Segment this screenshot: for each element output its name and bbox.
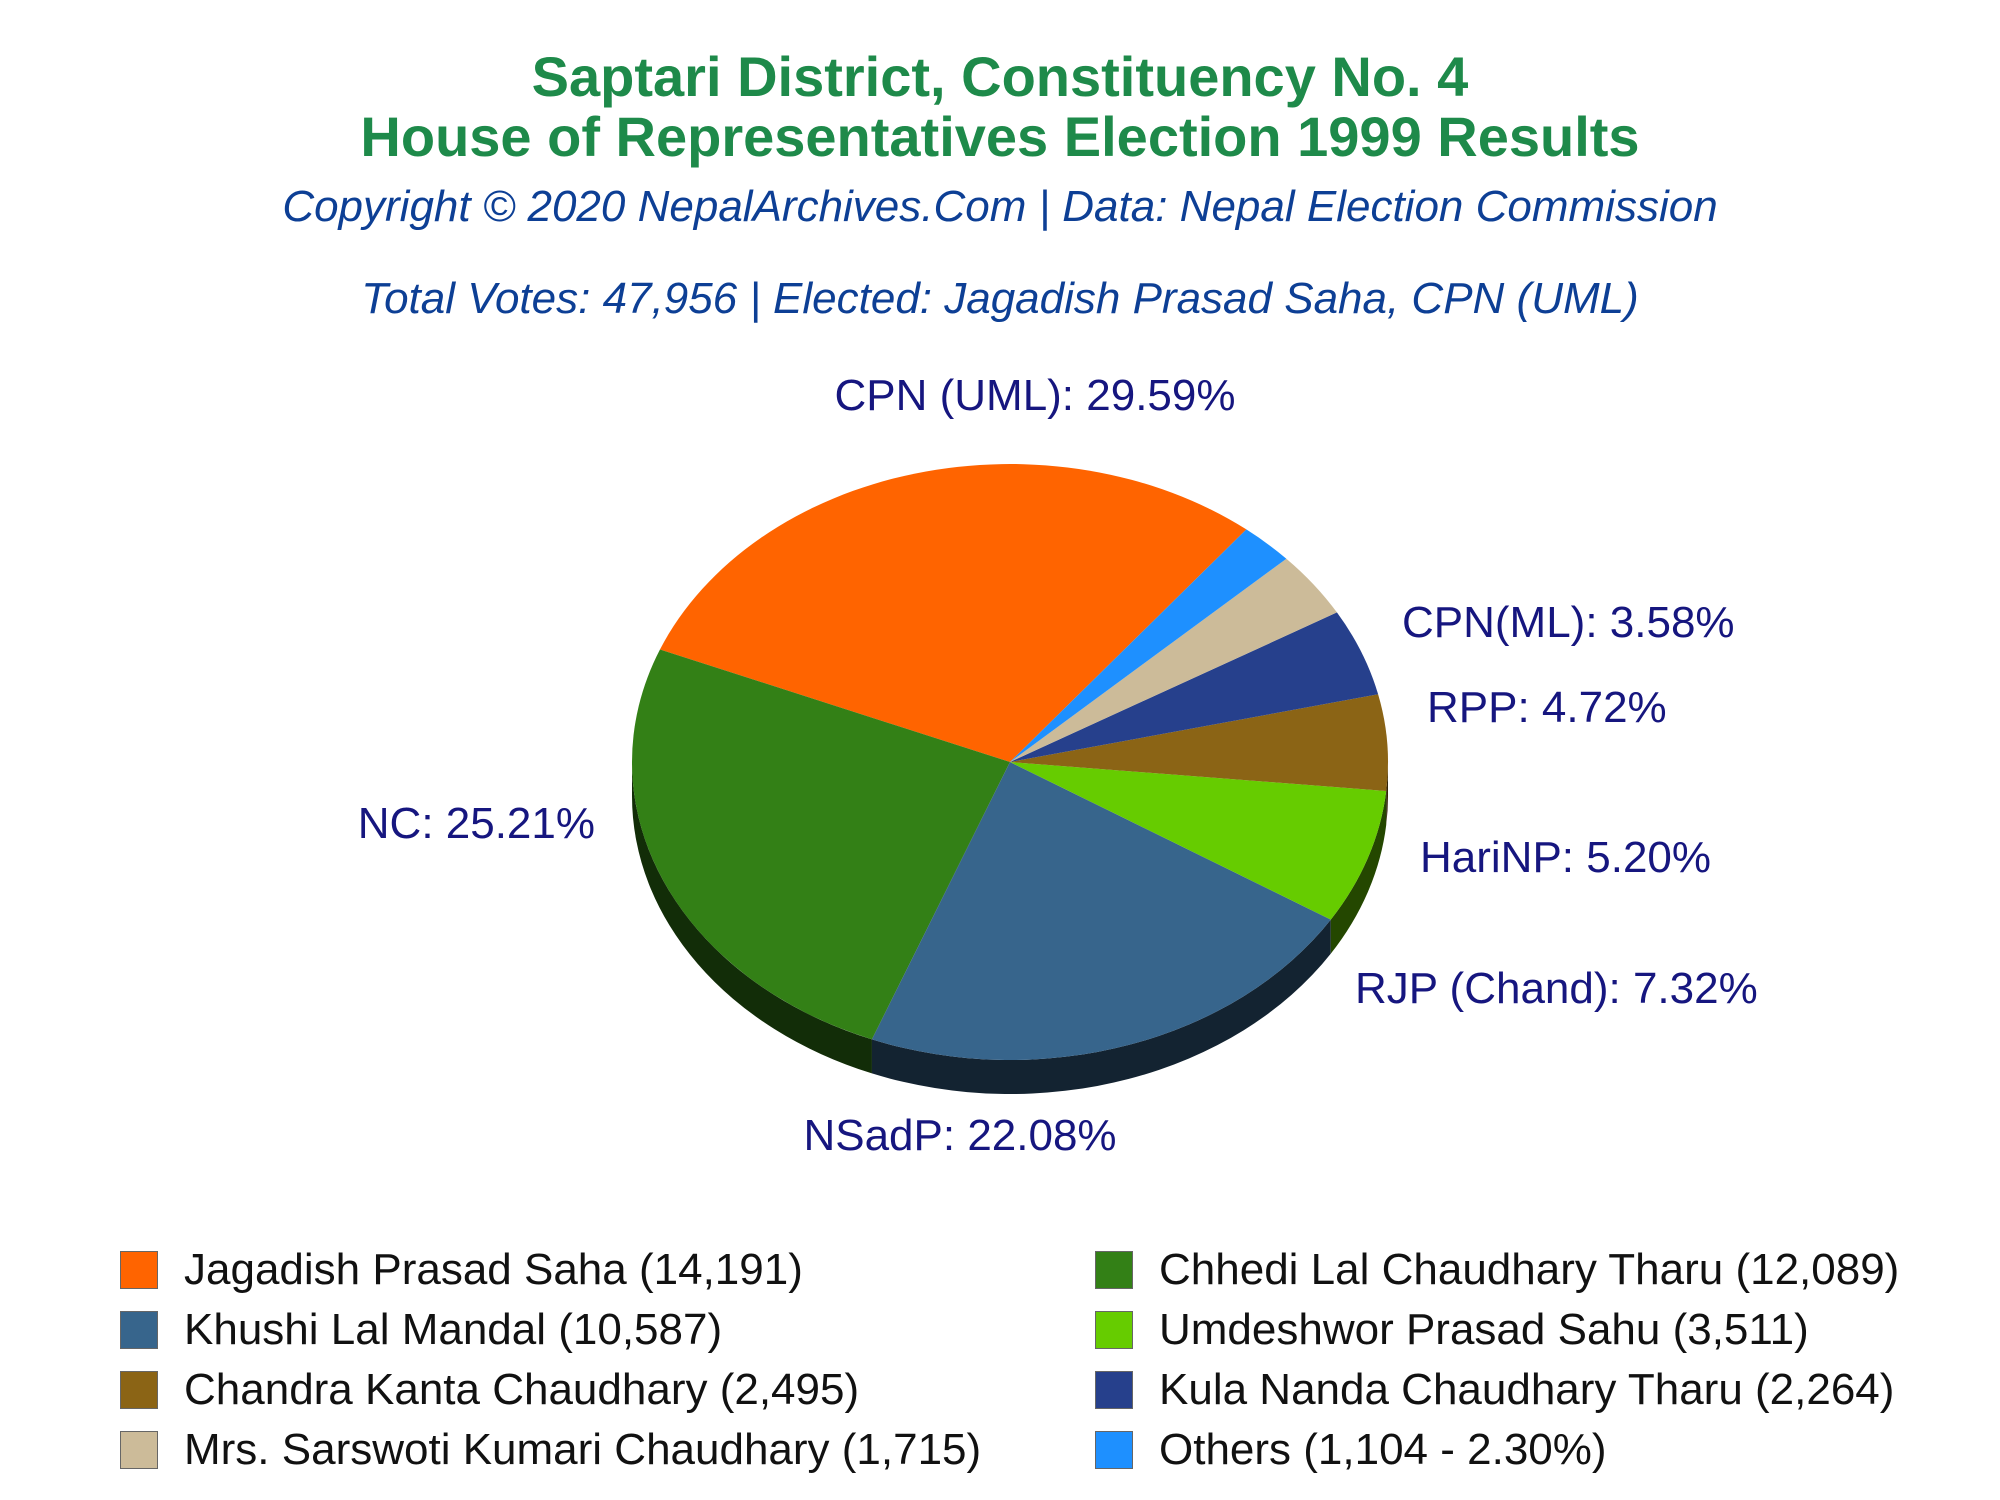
legend-item: Chandra Kanta Chaudhary (2,495) (120, 1360, 859, 1420)
pie-slice-0 (659, 464, 1247, 762)
slice-label-1: NC: 25.21% (358, 799, 595, 848)
slice-label-0: CPN (UML): 29.59% (834, 371, 1235, 420)
legend-label: Khushi Lal Mandal (10,587) (184, 1305, 723, 1354)
pie-side-walls (631, 762, 1388, 1094)
legend-label: Umdeshwor Prasad Sahu (3,511) (1159, 1305, 1809, 1354)
pie-side-4 (1386, 762, 1388, 825)
legend-label: Mrs. Sarswoti Kumari Chaudhary (1,715) (184, 1425, 982, 1474)
legend-item: Umdeshwor Prasad Sahu (3,511) (1095, 1300, 1809, 1360)
legend-label: Jagadish Prasad Saha (14,191) (184, 1245, 803, 1294)
legend-swatch (1095, 1371, 1133, 1409)
legend-swatch (120, 1251, 158, 1289)
legend-label: Chhedi Lal Chaudhary Tharu (12,089) (1159, 1245, 1900, 1294)
slice-label-5: RPP: 4.72% (1427, 683, 1667, 732)
legend-item: Mrs. Sarswoti Kumari Chaudhary (1,715) (120, 1420, 981, 1480)
pie-side-2 (871, 919, 1331, 1094)
pie-side-3 (1330, 790, 1387, 954)
pie-slice-4 (1010, 694, 1388, 791)
legend-label: Chandra Kanta Chaudhary (2,495) (184, 1365, 860, 1414)
chart-title-line2: House of Representatives Election 1999 R… (360, 105, 1640, 168)
legend-item: Khushi Lal Mandal (10,587) (120, 1300, 722, 1360)
slice-label-2: NSadP: 22.08% (803, 1111, 1116, 1160)
legend-swatch (1095, 1251, 1133, 1289)
legend-swatch (1095, 1431, 1133, 1469)
pie-slice-7 (1010, 529, 1287, 762)
legend-label: Others (1,104 - 2.30%) (1159, 1425, 1607, 1474)
legend-swatch (1095, 1311, 1133, 1349)
legend-label: Kula Nanda Chaudhary Tharu (2,264) (1159, 1365, 1895, 1414)
slice-label-3: RJP (Chand): 7.32% (1355, 964, 1758, 1013)
legend-swatch (120, 1311, 158, 1349)
pie-slice-2 (871, 762, 1331, 1060)
pie-side-1 (631, 762, 872, 1074)
legend-swatch (120, 1371, 158, 1409)
legend-item: Kula Nanda Chaudhary Tharu (2,264) (1095, 1360, 1894, 1420)
pie-slice-3 (1010, 762, 1387, 920)
legend-item: Chhedi Lal Chaudhary Tharu (12,089) (1095, 1240, 1899, 1300)
chart-title-line1: Saptari District, Constituency No. 4 (531, 45, 1469, 108)
pie-slices (631, 464, 1388, 1060)
legend-item: Jagadish Prasad Saha (14,191) (120, 1240, 803, 1300)
copyright-text: Copyright © 2020 NepalArchives.Com | Dat… (282, 182, 1718, 231)
pie-slice-5 (1010, 612, 1379, 762)
legend-item: Others (1,104 - 2.30%) (1095, 1420, 1607, 1480)
pie-slice-1 (631, 649, 1010, 1040)
summary-text: Total Votes: 47,956 | Elected: Jagadish … (361, 274, 1639, 323)
legend-swatch (120, 1431, 158, 1469)
slice-label-6: CPN(ML): 3.58% (1402, 598, 1735, 647)
slice-label-4: HariNP: 5.20% (1420, 833, 1711, 882)
pie-slice-6 (1010, 558, 1337, 762)
